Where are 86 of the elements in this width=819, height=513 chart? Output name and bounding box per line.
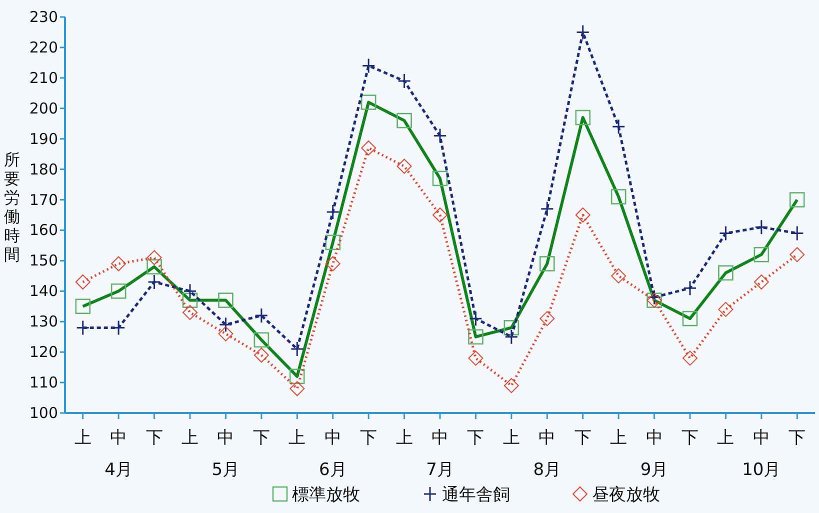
x-tick-label: 上 [717,428,734,448]
text: 10月 [742,460,781,480]
x-tick-label: 下 [146,428,163,448]
point [612,118,626,134]
point [718,302,734,317]
x-tick-label: 下 [360,428,378,448]
y-tick-label: 200 [29,99,58,118]
point [754,274,769,290]
legend-label: 通年舎飼 [442,485,510,505]
point [396,158,412,174]
point [468,310,482,326]
point [432,208,448,222]
point [326,204,340,220]
y-tick-label: 180 [29,160,58,178]
y-tick-label: 170 [29,190,58,209]
point [790,226,804,242]
x-tick-label: 下 [682,428,698,448]
x-tick-label: 下 [788,428,806,448]
point [254,348,269,363]
point [361,140,376,156]
y-tick-label: 190 [29,130,58,148]
x-tick-label: 下 [574,428,592,448]
y-tick-label: 140 [29,282,58,300]
text: 9月 [640,460,668,480]
point [504,329,518,345]
x-tick-label: 中 [110,428,128,448]
y-tick-label: 160 [29,221,58,240]
x-tick-label: 下 [252,428,270,448]
x-tick-label: 中 [646,428,663,448]
point [468,350,484,366]
x-tick-label: 上 [182,428,198,448]
y-tick-label: 230 [29,8,58,26]
text: 7月 [426,460,454,480]
y-axis-title: 所要労働時間 [4,150,20,264]
x-tick-label: 上 [610,428,628,448]
x-tick-label: 中 [217,428,234,448]
y-tick-label: 210 [29,68,58,87]
point [611,268,626,284]
point [325,256,340,272]
x-tick-label: 中 [538,428,556,448]
text: 4月 [104,460,132,480]
y-tick-label: 150 [29,252,58,270]
point [146,250,162,266]
point [504,378,519,394]
text: 5月 [212,460,240,480]
point [75,274,90,290]
point [683,280,697,296]
point [362,58,376,74]
x-tick-label: 上 [74,428,92,448]
point [790,247,805,262]
legend-label: 昼夜放牧 [592,485,660,505]
point [575,208,590,222]
x-tick-label: 下 [467,428,484,448]
point [183,283,197,299]
x-tick-label: 中 [432,428,448,448]
point [754,219,768,235]
y-tick-label: 220 [29,38,58,56]
point [398,73,412,89]
y-tick-label: 110 [29,374,58,392]
x-tick-label: 上 [288,428,306,448]
text: 8月 [533,460,562,480]
legend-label: 標準放牧 [292,485,360,505]
point [682,350,698,366]
text: 6月 [318,460,347,480]
point [576,24,590,40]
y-tick-label: 100 [29,404,58,422]
y-tick-label: 120 [29,343,58,362]
point [718,226,732,242]
x-tick-label: 中 [324,428,342,448]
point [182,304,198,320]
y-tick-label: 130 [29,312,58,331]
x-tick-label: 上 [502,428,520,448]
point [254,308,268,324]
x-tick-label: 中 [752,428,770,448]
point [540,311,555,326]
point [218,316,232,332]
point [290,381,305,396]
point [76,320,90,336]
point [290,341,304,357]
x-tick-label: 上 [396,428,413,448]
point [540,201,554,217]
point [218,326,234,342]
point [433,128,447,144]
point [148,274,162,290]
point [111,256,126,272]
point [648,289,662,305]
